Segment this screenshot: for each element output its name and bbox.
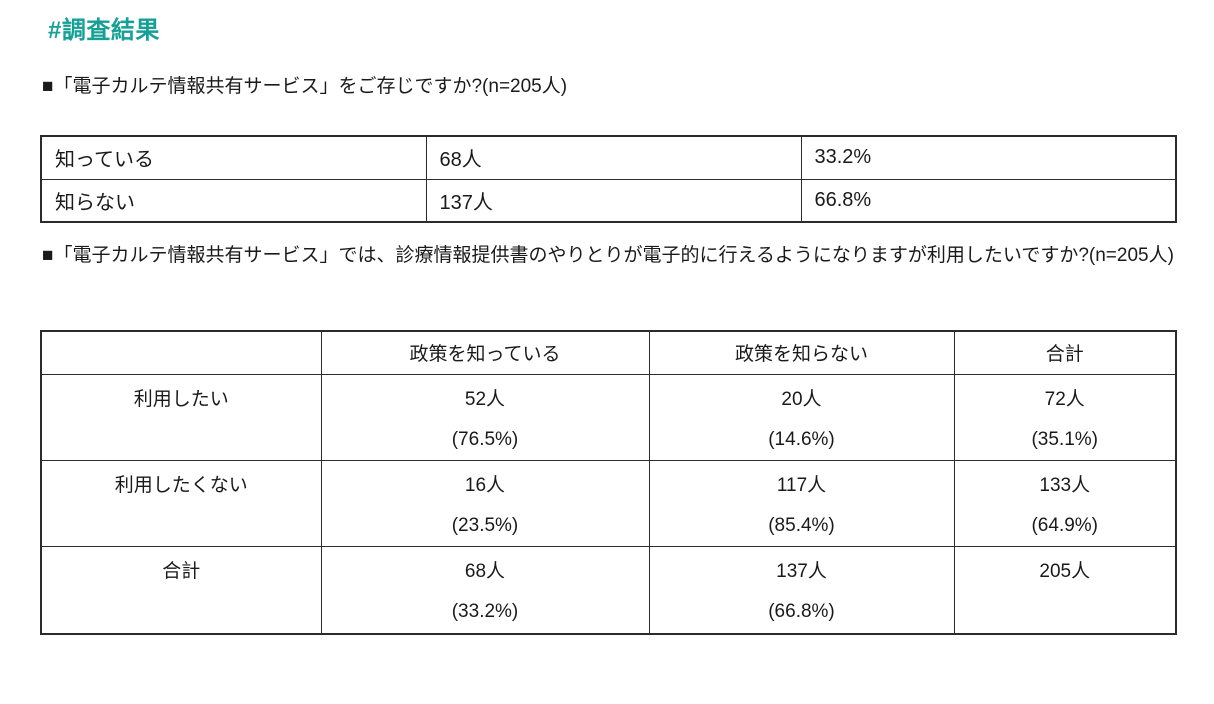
- cell-count: 137人: [776, 560, 827, 582]
- cell-count: 20人: [781, 388, 822, 410]
- answer-percent: 33.2%: [800, 135, 1177, 180]
- cell-total: 205人: [953, 545, 1177, 635]
- header-empty: [40, 330, 322, 375]
- awareness-table: 知っている 68人 33.2% 知らない 137人 66.8%: [40, 135, 1177, 223]
- table-row: 知らない 137人 66.8%: [40, 178, 1177, 223]
- row-label: 利用したい: [40, 373, 322, 461]
- header-knows-policy: 政策を知っている: [320, 330, 650, 375]
- cell-percent: (66.8%): [768, 600, 835, 622]
- cell-total: 133人 (64.9%): [953, 459, 1177, 547]
- cell-percent: (23.5%): [451, 514, 519, 536]
- answer-count: 68人: [425, 135, 802, 180]
- cell-know: 68人 (33.2%): [320, 545, 650, 635]
- cell-count: 68人: [464, 560, 506, 582]
- table-row: 利用したくない 16人 (23.5%) 117人 (85.4%) 133人 (6…: [40, 459, 1177, 547]
- question-usage-intent: ■「電子カルテ情報共有サービス」では、診療情報提供書のやりとりが電子的に行えるよ…: [42, 245, 1174, 266]
- cell-percent: (76.5%): [451, 428, 519, 450]
- question-awareness: ■「電子カルテ情報共有サービス」をご存じですか?(n=205人): [42, 76, 568, 97]
- row-label: 合計: [40, 545, 322, 635]
- table-row: 利用したい 52人 (76.5%) 20人 (14.6%) 72人 (35.1%…: [40, 373, 1177, 461]
- cell-percent: (33.2%): [451, 600, 519, 622]
- cell-count: 72人: [1044, 388, 1085, 410]
- table-header-row: 政策を知っている 政策を知らない 合計: [40, 330, 1177, 375]
- cell-percent: (35.1%): [1031, 428, 1099, 450]
- cell-percent: (64.9%): [1031, 514, 1099, 536]
- answer-label: 知らない: [40, 178, 427, 223]
- cell-percent: (14.6%): [768, 428, 835, 450]
- answer-label: 知っている: [40, 135, 427, 180]
- cell-count: 133人: [1039, 474, 1091, 496]
- answer-count: 137人: [425, 178, 802, 223]
- header-total: 合計: [953, 330, 1177, 375]
- cell-count: 16人: [464, 474, 506, 496]
- cell-count: 52人: [464, 388, 506, 410]
- cell-dontknow: 137人 (66.8%): [648, 545, 955, 635]
- cell-total: 72人 (35.1%): [953, 373, 1177, 461]
- cell-dontknow: 20人 (14.6%): [648, 373, 955, 461]
- row-label: 利用したくない: [40, 459, 322, 547]
- answer-percent: 66.8%: [800, 178, 1177, 223]
- cell-dontknow: 117人 (85.4%): [648, 459, 955, 547]
- table-row: 知っている 68人 33.2%: [40, 135, 1177, 180]
- page-title: #調査結果: [48, 17, 160, 44]
- cell-know: 16人 (23.5%): [320, 459, 650, 547]
- header-doesnt-know-policy: 政策を知らない: [648, 330, 955, 375]
- cell-count: 205人: [1039, 560, 1091, 582]
- cell-know: 52人 (76.5%): [320, 373, 650, 461]
- crosstab-table: 政策を知っている 政策を知らない 合計 利用したい 52人 (76.5%) 20…: [40, 330, 1177, 635]
- table-row: 合計 68人 (33.2%) 137人 (66.8%) 205人: [40, 545, 1177, 635]
- cell-count: 117人: [776, 474, 827, 496]
- cell-percent: (85.4%): [768, 514, 835, 536]
